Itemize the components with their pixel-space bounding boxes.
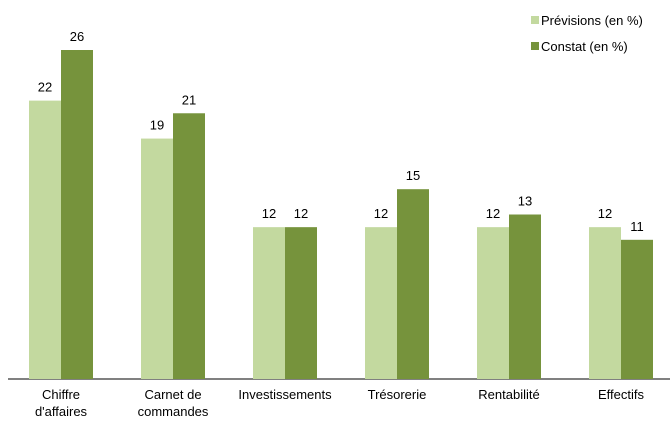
x-tick-label: Rentabilité: [478, 387, 539, 402]
bar: [285, 227, 317, 379]
bar: [397, 189, 429, 379]
value-label: 12: [262, 206, 276, 221]
value-label: 19: [150, 118, 164, 133]
value-label: 12: [374, 206, 388, 221]
value-label: 12: [598, 206, 612, 221]
value-label: 21: [182, 92, 196, 107]
legend-swatch: [531, 16, 539, 24]
value-label: 15: [406, 168, 420, 183]
bar: [365, 227, 397, 379]
x-tick-label: Carnet de commandes: [138, 387, 209, 419]
legend-swatch: [531, 42, 539, 50]
bar: [509, 214, 541, 379]
x-tick-label: Trésorerie: [368, 387, 427, 402]
bar: [589, 227, 621, 379]
x-tick-label: Effectifs: [598, 387, 645, 402]
value-label: 12: [486, 206, 500, 221]
legend-label: Constat (en %): [541, 39, 628, 54]
x-tick-label: Chiffre d'affaires: [35, 387, 88, 419]
x-tick-label: Investissements: [238, 387, 332, 402]
bar: [477, 227, 509, 379]
value-label: 12: [294, 206, 308, 221]
bar: [141, 138, 173, 379]
bar: [253, 227, 285, 379]
bar: [61, 50, 93, 379]
value-label: 13: [518, 194, 532, 209]
legend-label: Prévisions (en %): [541, 13, 643, 28]
value-label: 11: [630, 219, 644, 234]
value-label: 22: [38, 80, 52, 95]
bar: [621, 239, 653, 379]
bar: [29, 100, 61, 379]
value-label: 26: [70, 29, 84, 44]
bar: [173, 113, 205, 380]
